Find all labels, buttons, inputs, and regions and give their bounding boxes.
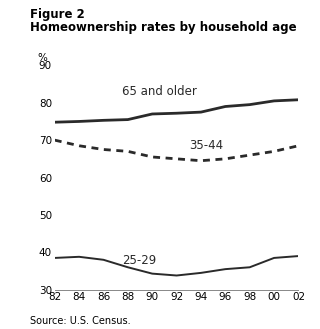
Text: 65 and older: 65 and older: [122, 85, 197, 98]
Text: %: %: [38, 53, 48, 63]
Text: Source: U.S. Census.: Source: U.S. Census.: [30, 316, 131, 326]
Text: 25-29: 25-29: [122, 254, 156, 266]
Text: 35-44: 35-44: [189, 139, 223, 153]
Text: Figure 2: Figure 2: [30, 8, 85, 21]
Text: Homeownership rates by household age: Homeownership rates by household age: [30, 21, 297, 35]
